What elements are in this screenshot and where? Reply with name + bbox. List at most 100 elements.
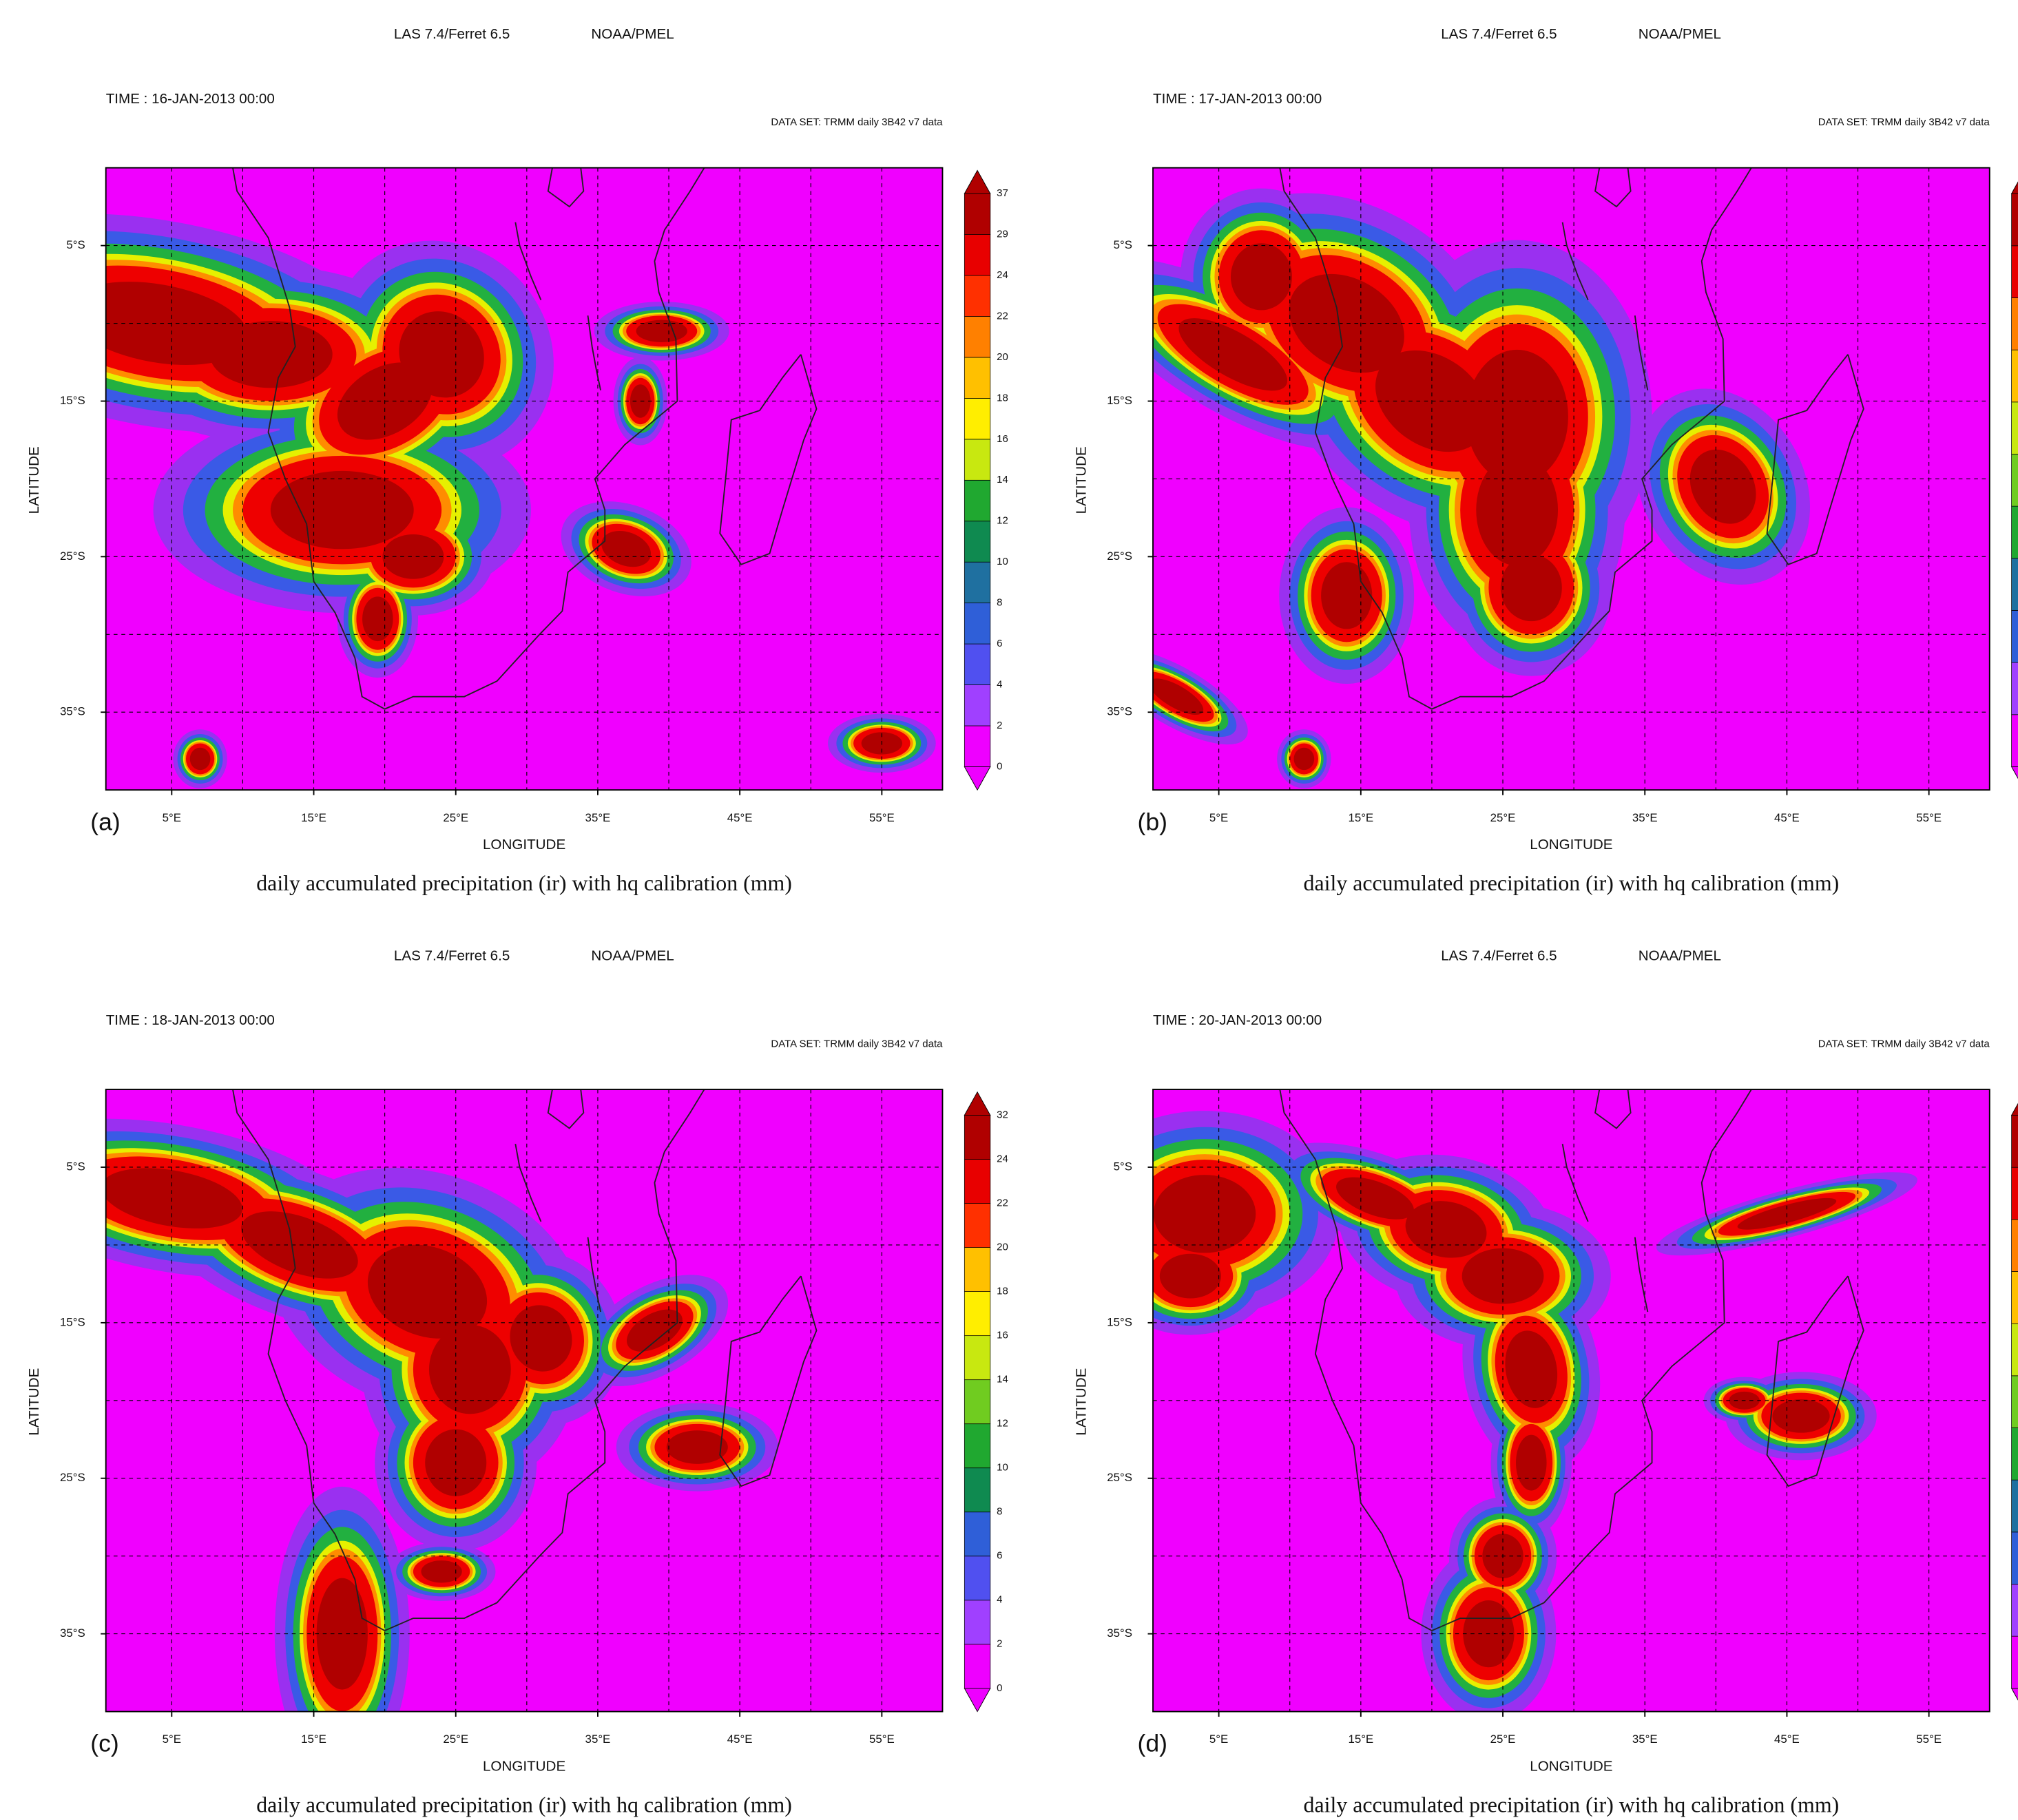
- precip-area: [1153, 1175, 1256, 1253]
- panel: LAS 7.4/Ferret 6.5 NOAA/PMEL TIME : 17-JAN…: [1073, 26, 2018, 895]
- colorbar-band: [2011, 349, 2018, 403]
- lake-outline: [547, 167, 585, 208]
- colorbar-label: 6: [997, 1550, 1002, 1562]
- colorbar-label: 2: [997, 720, 1002, 731]
- colorbar-band: [964, 643, 991, 685]
- y-tick-label: 15°S: [60, 394, 85, 407]
- colorbar-label: 0: [997, 1682, 1002, 1694]
- colorbar-band: [964, 439, 991, 481]
- lake-outline: [1634, 1237, 1649, 1312]
- precip-area: [189, 747, 211, 771]
- colorbar-label: 10: [997, 1462, 1008, 1474]
- precip-area: [1476, 454, 1559, 566]
- precip-area: [1689, 449, 1756, 524]
- precip-area: [1230, 243, 1293, 311]
- map: [105, 1089, 943, 1712]
- colorbar-top: [964, 169, 991, 194]
- colorbar-top: [964, 1091, 991, 1116]
- x-tick-label: 5°E: [163, 1733, 181, 1746]
- x-tick-label: 55°E: [1916, 1733, 1942, 1746]
- x-tick-label: 5°E: [163, 811, 181, 824]
- precip-area: [1516, 1434, 1547, 1491]
- panel-label: (d): [1138, 1730, 1168, 1757]
- precip-area: [1159, 1253, 1221, 1299]
- y-tick-label: 35°S: [60, 1627, 85, 1640]
- colorbar-bottom: [964, 1688, 991, 1713]
- precip-area: [270, 470, 414, 550]
- precip-area: [399, 311, 484, 398]
- x-tick-label: 35°E: [1632, 1733, 1658, 1746]
- panel: LAS 7.4/Ferret 6.5 NOAA/PMEL TIME : 16-JAN…: [26, 26, 1008, 895]
- colorbar-band: [2011, 1584, 2018, 1637]
- y-tick-label: 15°S: [1107, 1315, 1132, 1328]
- coastline: [1279, 1089, 1752, 1632]
- x-tick-label: 35°E: [1632, 811, 1658, 824]
- y-tick-label: 25°S: [1107, 1471, 1132, 1484]
- x-tick-label: 25°E: [1490, 1733, 1516, 1746]
- x-tick-label: 55°E: [869, 1733, 895, 1746]
- colorbar-band: [2011, 454, 2018, 507]
- precip-area: [1500, 554, 1562, 622]
- colorbar-band: [964, 357, 991, 399]
- colorbar-top: [2010, 181, 2018, 194]
- x-tick-label: 45°E: [1774, 811, 1800, 824]
- map: [1153, 1089, 1990, 1712]
- x-tick-label: 35°E: [585, 1733, 611, 1746]
- lake-outline: [1594, 167, 1632, 208]
- coastline: [1766, 354, 1864, 565]
- lake-outline: [547, 1089, 585, 1129]
- colorbar-band: [2011, 1167, 2018, 1220]
- map-frame: [1152, 1089, 1990, 1713]
- caption: daily accumulated precipitation (ir) wit…: [1304, 1793, 1840, 1817]
- lake-outline: [587, 315, 601, 390]
- x-axis-label: LONGITUDE: [483, 837, 565, 853]
- colorbar-label: 20: [997, 1242, 1008, 1253]
- header-software: LAS 7.4/Ferret 6.5: [394, 26, 510, 42]
- colorbar-label: 10: [997, 556, 1008, 567]
- x-axis-label: LONGITUDE: [1530, 1759, 1612, 1775]
- colorbar-band: [2011, 1219, 2018, 1272]
- precip-area: [1505, 1330, 1558, 1408]
- colorbar-label: 20: [997, 351, 1008, 363]
- x-tick-label: 15°E: [301, 1733, 326, 1746]
- map: [1153, 167, 1990, 791]
- panel-label: (a): [90, 808, 121, 835]
- precip-area: [1772, 1399, 1830, 1433]
- header-software: LAS 7.4/Ferret 6.5: [1441, 948, 1557, 963]
- colorbar-band: [964, 603, 991, 645]
- y-tick-label: 35°S: [60, 705, 85, 718]
- time-label: TIME : 17-JAN-2013 00:00: [1153, 91, 1322, 107]
- colorbar-band: [964, 1115, 991, 1160]
- precip-area: [510, 1305, 572, 1372]
- colorbar-band: [2011, 245, 2018, 298]
- x-tick-label: 15°E: [1348, 1733, 1373, 1746]
- y-tick-label: 5°S: [1114, 1160, 1132, 1173]
- colorbar-band: [2011, 1531, 2018, 1584]
- colorbar-bottom: [2010, 1688, 2018, 1701]
- colorbar-band: [2011, 1323, 2018, 1377]
- x-tick-label: 5°E: [1209, 1733, 1228, 1746]
- y-tick-label: 35°S: [1107, 1627, 1132, 1640]
- colorbar-band: [2011, 1635, 2018, 1689]
- x-axis-label: LONGITUDE: [1530, 837, 1612, 853]
- dataset-label: DATA SET: TRMM daily 3B42 v7 data: [771, 116, 943, 128]
- colorbar-band: [964, 193, 991, 235]
- time-label: TIME : 16-JAN-2013 00:00: [106, 91, 275, 107]
- colorbar-band: [2011, 1427, 2018, 1481]
- colorbar-label: 24: [997, 269, 1008, 281]
- caption: daily accumulated precipitation (ir) wit…: [1304, 871, 1840, 895]
- colorbar-band: [2011, 505, 2018, 559]
- precip-area: [1466, 349, 1568, 484]
- panel: LAS 7.4/Ferret 6.5 NOAA/PMEL TIME : 20-JAN…: [1073, 948, 2018, 1817]
- colorbar-band: [964, 1644, 991, 1689]
- coastline: [719, 354, 818, 565]
- colorbar-band: [964, 1512, 991, 1557]
- coastline: [719, 1275, 818, 1487]
- colorbar-band: [964, 316, 991, 358]
- precip-area: [1321, 562, 1373, 629]
- panel-label: (c): [90, 1730, 119, 1757]
- colorbar-band: [964, 1423, 991, 1469]
- colorbar-label: 14: [997, 1374, 1008, 1385]
- precip-area: [382, 534, 444, 579]
